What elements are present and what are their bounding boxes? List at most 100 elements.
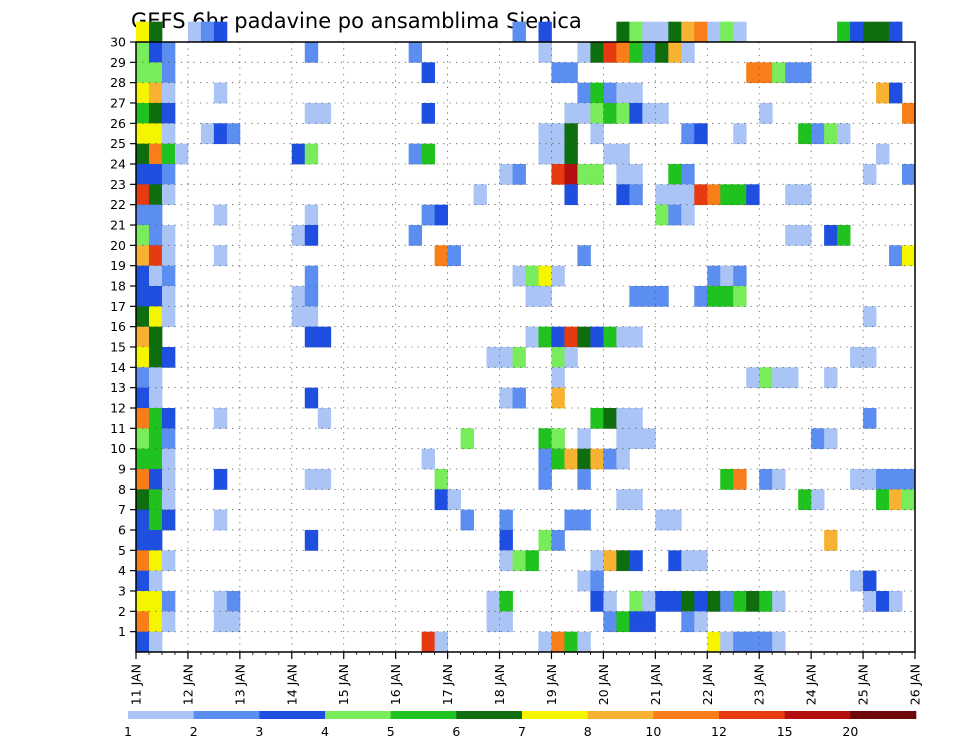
- heatmap-cell: [148, 530, 163, 551]
- heatmap-cell: [590, 123, 604, 145]
- y-tick-label: 5: [118, 543, 126, 558]
- heatmap-cell: [668, 550, 682, 572]
- y-tick-label: 12: [110, 401, 126, 416]
- heatmap-cell: [616, 489, 630, 511]
- heatmap-cell: [161, 509, 176, 531]
- x-tick-label: 15 JAN: [336, 664, 351, 705]
- heatmap-cell: [902, 489, 916, 511]
- y-tick-label: 26: [110, 116, 126, 131]
- y-tick-label: 4: [118, 563, 126, 578]
- heatmap-cell: [136, 225, 150, 246]
- heatmap-cell: [304, 530, 319, 551]
- heatmap-cell: [733, 184, 747, 206]
- heatmap-cell: [136, 448, 150, 470]
- heatmap-cell: [564, 143, 578, 165]
- heatmap-cell: [863, 469, 877, 490]
- heatmap-cell: [148, 326, 163, 348]
- heatmap-cell: [902, 103, 916, 124]
- heatmap-cell: [785, 184, 799, 206]
- heatmap-cell: [603, 550, 617, 572]
- heatmap-cell: [551, 367, 565, 389]
- heatmap-cell: [499, 347, 513, 368]
- heatmap-cell: [616, 611, 630, 633]
- heatmap-cell: [434, 245, 448, 267]
- heatmap-cell: [499, 550, 513, 572]
- heatmap-cell: [291, 143, 306, 165]
- heatmap-cell: [564, 62, 578, 84]
- y-tick-label: 10: [110, 441, 126, 456]
- heatmap-cell: [434, 631, 448, 653]
- heatmap-cell: [161, 306, 176, 328]
- heatmap-cell: [681, 123, 695, 145]
- heatmap-cell: [512, 21, 526, 43]
- heatmap-cell: [759, 591, 773, 612]
- heatmap-cell: [733, 21, 747, 43]
- heatmap-cell: [304, 204, 319, 226]
- heatmap-cell: [694, 286, 708, 307]
- heatmap-cell: [798, 225, 812, 246]
- heatmap-cell: [616, 82, 630, 104]
- heatmap-cell: [590, 448, 604, 470]
- heatmap-cell: [863, 164, 877, 185]
- heatmap-cell: [889, 21, 903, 43]
- heatmap-cell: [551, 143, 565, 165]
- heatmap-cell: [590, 164, 604, 185]
- y-tick-label: 22: [110, 197, 126, 212]
- heatmap-cell: [317, 408, 332, 429]
- heatmap-cell: [707, 286, 721, 307]
- heatmap-cell: [759, 367, 773, 389]
- heatmap-cell: [317, 469, 332, 490]
- x-tick-label: 23 JAN: [752, 664, 767, 705]
- heatmap-cell: [148, 631, 163, 653]
- heatmap-cell: [577, 245, 591, 267]
- heatmap-cell: [759, 469, 773, 490]
- heatmap-cell: [148, 103, 163, 124]
- heatmap-cell: [136, 306, 150, 328]
- heatmap-cell: [148, 489, 163, 511]
- heatmap-cell: [408, 42, 423, 63]
- heatmap-cell: [798, 184, 812, 206]
- heatmap-cell: [577, 509, 591, 531]
- heatmap-cell: [889, 82, 903, 104]
- heatmap-cell: [148, 387, 163, 409]
- heatmap-cell: [499, 164, 513, 185]
- heatmap-cell: [213, 591, 228, 612]
- heatmap-cell: [577, 570, 591, 592]
- heatmap-cell: [304, 387, 319, 409]
- heatmap-cell: [772, 469, 786, 490]
- heatmap-cell: [148, 367, 163, 389]
- legend-label: 10: [645, 724, 661, 739]
- heatmap-cell: [148, 448, 163, 470]
- heatmap-cell: [304, 225, 319, 246]
- heatmap-cell: [642, 611, 656, 633]
- heatmap-cell: [512, 550, 526, 572]
- y-tick-label: 24: [110, 157, 126, 172]
- heatmap-cell: [304, 103, 319, 124]
- heatmap-cell: [824, 123, 838, 145]
- heatmap-cell: [148, 591, 163, 612]
- legend-label: 2: [190, 724, 198, 739]
- heatmap-cell: [460, 428, 474, 450]
- heatmap-cell: [616, 164, 630, 185]
- y-tick-label: 9: [118, 462, 126, 477]
- heatmap-cell: [213, 509, 228, 531]
- heatmap-cell: [551, 326, 565, 348]
- heatmap-cell: [551, 530, 565, 551]
- heatmap-cell: [629, 82, 643, 104]
- heatmap-cell: [213, 611, 228, 633]
- heatmap-cell: [538, 286, 552, 307]
- heatmap-cell: [668, 591, 682, 612]
- heatmap-cell: [733, 469, 747, 490]
- y-tick-label: 19: [110, 258, 126, 273]
- heatmap-cell: [616, 184, 630, 206]
- heatmap-cell: [629, 550, 643, 572]
- y-tick-label: 14: [110, 360, 126, 375]
- heatmap-cell: [499, 530, 513, 551]
- heatmap-cell: [538, 123, 552, 145]
- heatmap-cell: [317, 103, 332, 124]
- heatmap-cell: [616, 448, 630, 470]
- heatmap-cell: [161, 550, 176, 572]
- heatmap-cell: [642, 21, 656, 43]
- heatmap-cell: [564, 184, 578, 206]
- heatmap-cell: [733, 591, 747, 612]
